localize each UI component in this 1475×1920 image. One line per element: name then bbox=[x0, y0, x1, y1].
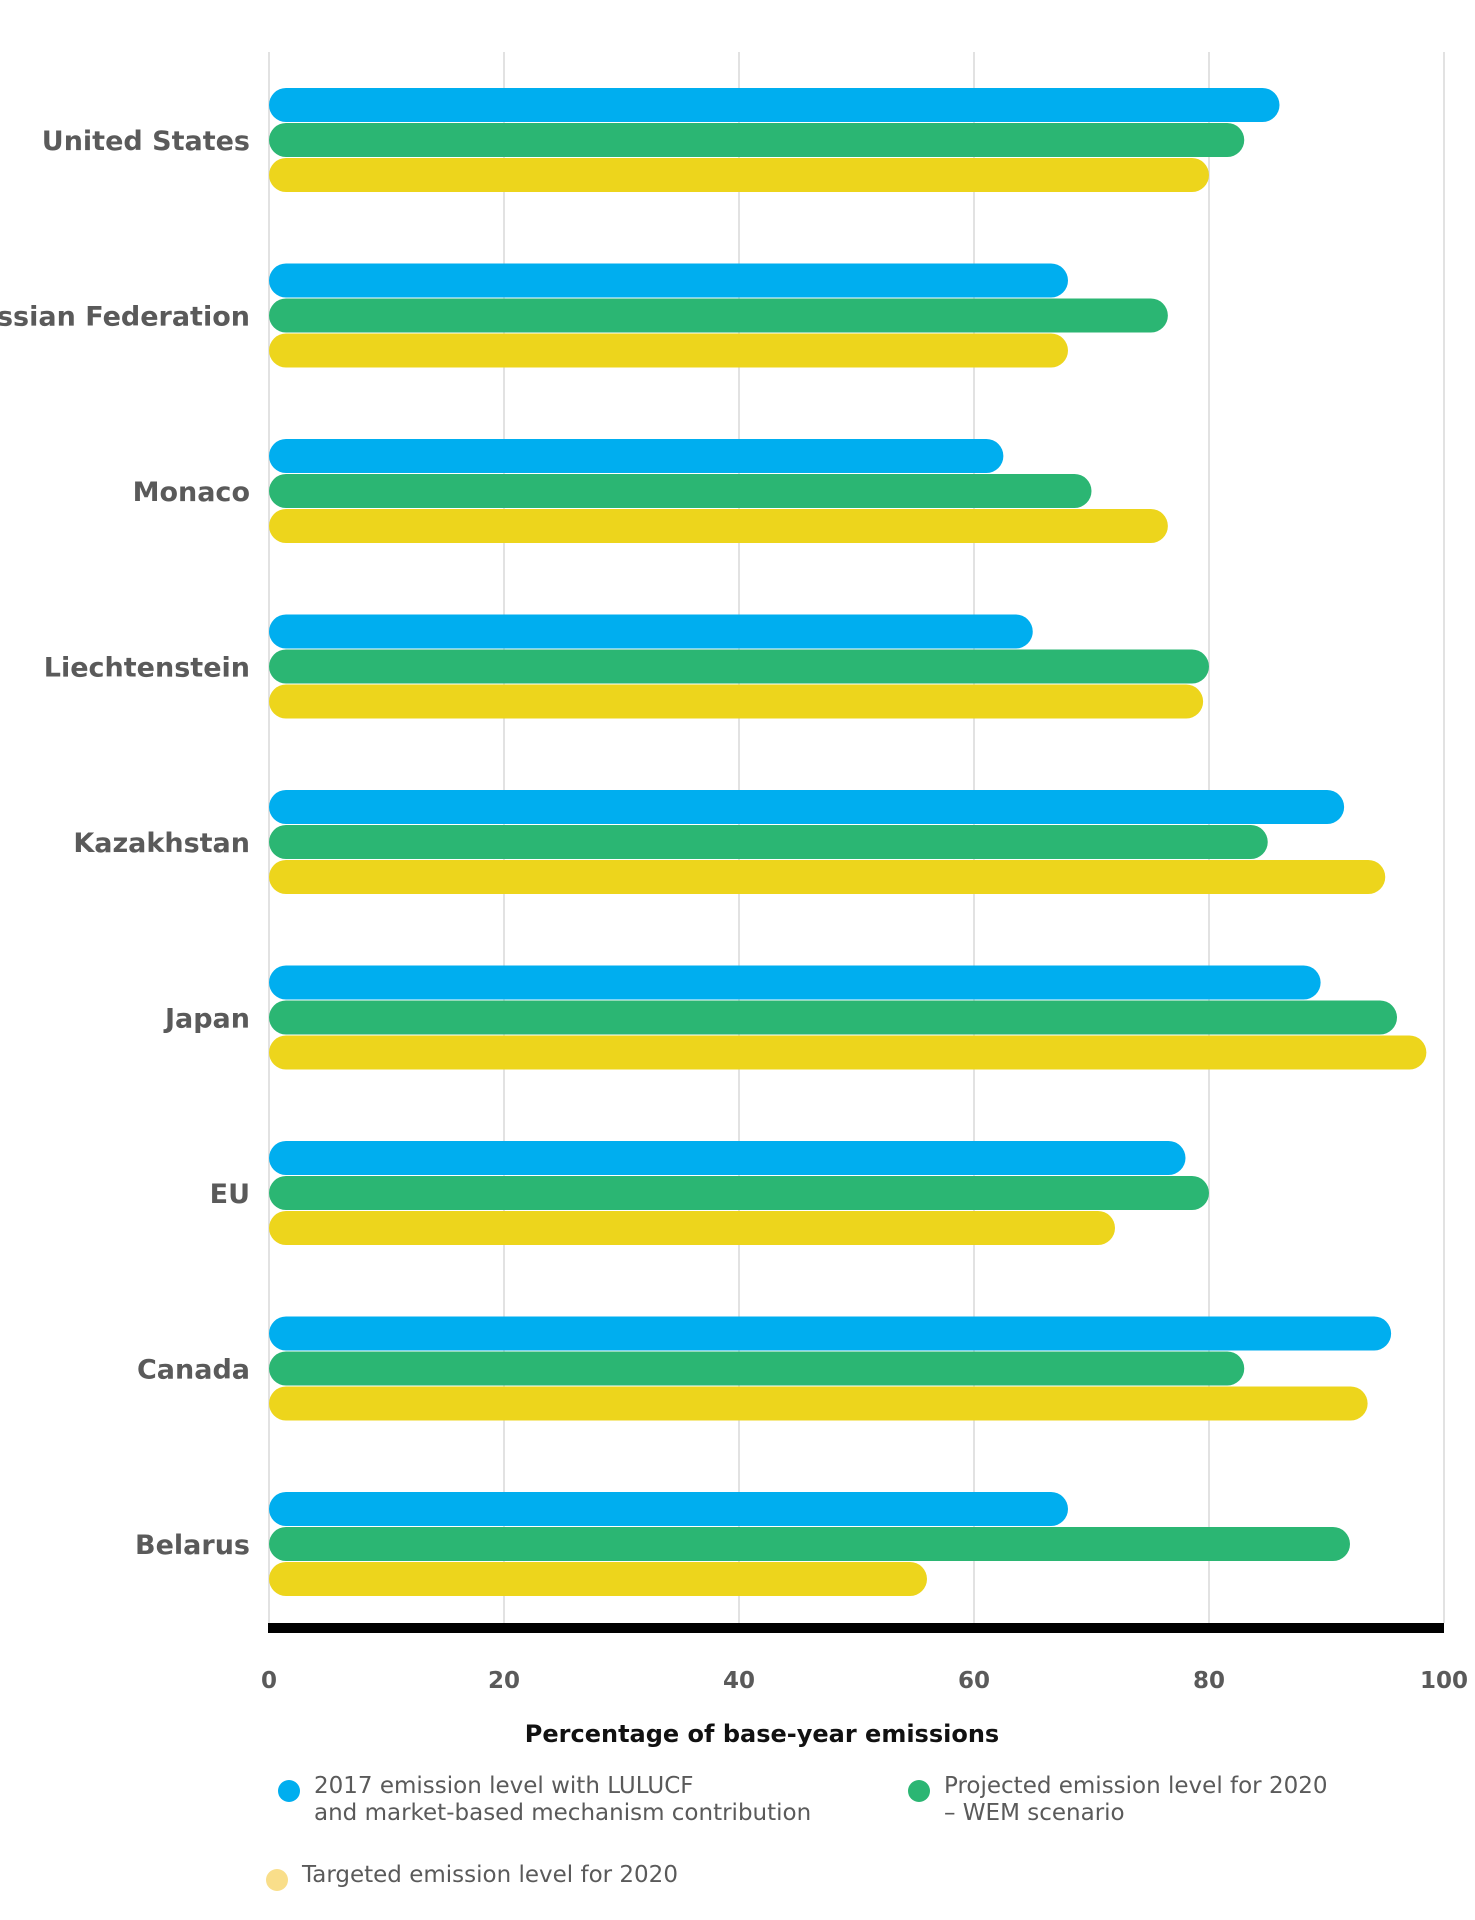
legend-label-projected: Projected emission level for 2020 – WEM … bbox=[944, 1773, 1328, 1826]
category-label: Russian Federation bbox=[0, 302, 250, 333]
bar-2017 bbox=[269, 790, 1345, 824]
legend-item-2017: 2017 emission level with LULUCF and mark… bbox=[278, 1773, 811, 1827]
bar-projected bbox=[269, 1351, 1245, 1386]
x-tick-labels: 0 20 40 60 80 100 bbox=[261, 1668, 1468, 1694]
bar-target bbox=[269, 1035, 1427, 1070]
x-tick-label: 60 bbox=[958, 1668, 990, 1694]
legend-swatch-target bbox=[266, 1869, 288, 1891]
bar-chart: United States Russian Federation Monaco Lie… bbox=[0, 52, 1468, 1748]
legend-swatch-2017 bbox=[278, 1780, 300, 1802]
bar-projected bbox=[269, 825, 1268, 859]
category-label: Belarus bbox=[135, 1530, 250, 1561]
bar-target bbox=[269, 1562, 927, 1596]
category-label: Liechtenstein bbox=[44, 653, 250, 684]
bar-projected bbox=[269, 1000, 1397, 1035]
legend-label-target: Targeted emission level for 2020 bbox=[302, 1862, 678, 1888]
bar-target bbox=[269, 333, 1068, 368]
bar-target bbox=[269, 1386, 1368, 1421]
bar-2017 bbox=[269, 965, 1321, 1000]
x-axis-title: Percentage of base-year emissions bbox=[525, 1720, 999, 1748]
category-label: United States bbox=[42, 126, 250, 157]
bar-2017 bbox=[269, 88, 1280, 122]
bars bbox=[269, 88, 1427, 1596]
category-label: EU bbox=[210, 1179, 250, 1210]
bar-projected bbox=[269, 123, 1245, 157]
legend-item-projected: Projected emission level for 2020 – WEM … bbox=[908, 1773, 1328, 1827]
bar-target bbox=[269, 684, 1204, 719]
legend: 2017 emission level with LULUCF and mark… bbox=[0, 1755, 1475, 1915]
category-label: Canada bbox=[137, 1355, 250, 1386]
bar-projected bbox=[269, 1527, 1350, 1561]
bar-2017 bbox=[269, 1141, 1186, 1175]
bar-projected bbox=[269, 649, 1209, 684]
x-tick-label: 40 bbox=[723, 1668, 755, 1694]
bar-projected bbox=[269, 474, 1092, 508]
bar-target bbox=[269, 1211, 1115, 1245]
category-label: Monaco bbox=[133, 477, 250, 508]
bar-projected bbox=[269, 1176, 1209, 1210]
legend-swatch-projected bbox=[908, 1780, 930, 1802]
legend-label-2017: 2017 emission level with LULUCF and mark… bbox=[314, 1773, 812, 1826]
bar-target bbox=[269, 509, 1168, 543]
x-tick-label: 100 bbox=[1420, 1668, 1468, 1694]
bar-target bbox=[269, 158, 1209, 192]
bar-2017 bbox=[269, 614, 1033, 649]
x-axis-line bbox=[268, 1623, 1444, 1633]
bar-2017 bbox=[269, 1316, 1392, 1351]
bar-target bbox=[269, 860, 1386, 894]
bar-2017 bbox=[269, 439, 1004, 473]
category-label: Kazakhstan bbox=[73, 828, 250, 859]
legend-item-target: Targeted emission level for 2020 bbox=[266, 1862, 678, 1891]
category-label: Japan bbox=[163, 1004, 250, 1035]
bar-2017 bbox=[269, 263, 1068, 298]
bar-projected bbox=[269, 298, 1168, 333]
category-labels: United States Russian Federation Monaco Lie… bbox=[0, 126, 250, 1561]
bar-2017 bbox=[269, 1492, 1068, 1526]
x-tick-label: 0 bbox=[261, 1668, 277, 1694]
x-tick-label: 80 bbox=[1193, 1668, 1225, 1694]
x-tick-label: 20 bbox=[488, 1668, 520, 1694]
